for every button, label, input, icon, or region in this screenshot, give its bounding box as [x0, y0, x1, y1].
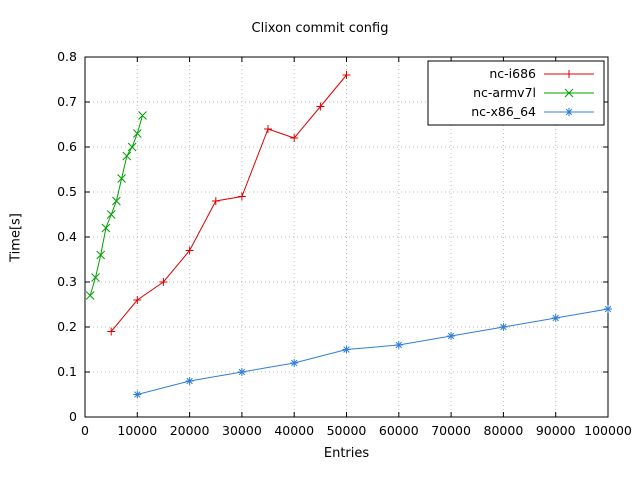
x-tick-label: 30000 [222, 423, 262, 438]
y-tick-label: 0.5 [57, 184, 77, 199]
y-tick-label: 0.7 [57, 94, 77, 109]
y-tick-label: 0.6 [57, 139, 77, 154]
x-axis-label: Entries [323, 446, 370, 461]
legend-label-nc-i686: nc-i686 [489, 66, 536, 81]
x-tick-label: 0 [81, 423, 89, 438]
legend-sample-nc-x86_64 [544, 108, 594, 116]
x-tick-label: 100000 [584, 423, 632, 438]
x-tick-label: 80000 [484, 423, 524, 438]
legend-sample-nc-armv7l [544, 88, 594, 98]
chart-title: Clixon commit config [251, 21, 389, 36]
x-tick-label: 50000 [327, 423, 367, 438]
axis-ticks [84, 56, 609, 418]
series-nc-i686 [107, 71, 351, 336]
legend-label-nc-armv7l: nc-armv7l [473, 85, 536, 100]
series-nc-armv7l [85, 111, 147, 300]
y-tick-label: 0 [69, 409, 77, 424]
x-tick-label: 70000 [431, 423, 471, 438]
y-axis-label: Time[s] [8, 213, 24, 262]
y-tick-label: 0.2 [57, 319, 77, 334]
y-tick-label: 0.3 [57, 274, 77, 289]
x-tick-label: 20000 [170, 423, 210, 438]
y-tick-label: 0.4 [57, 229, 77, 244]
legend: nc-i686 nc-armv7l nc-x86_64 [427, 60, 605, 126]
y-tick-label: 0.8 [57, 49, 77, 64]
y-tick-label: 0.1 [57, 364, 77, 379]
x-tick-label: 10000 [117, 423, 157, 438]
legend-sample-nc-i686 [544, 70, 594, 78]
x-tick-label: 90000 [536, 423, 576, 438]
x-tick-label: 40000 [274, 423, 314, 438]
x-tick-label: 60000 [379, 423, 419, 438]
legend-label-nc-x86_64: nc-x86_64 [471, 104, 536, 119]
series-nc-x86_64 [133, 305, 612, 399]
